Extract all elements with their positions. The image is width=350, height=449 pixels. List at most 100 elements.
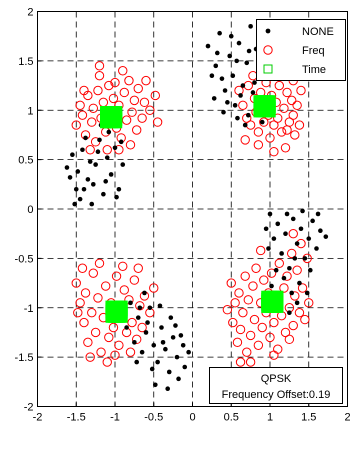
freq-point [118,261,128,271]
none-point [95,149,101,155]
none-point [234,58,239,64]
freq-point [141,75,151,86]
freq-point [304,298,314,308]
freq-point [108,322,119,333]
none-point [236,40,242,46]
freq-point [269,350,279,360]
none-point [215,50,220,56]
freq-point [256,245,266,256]
freq-point [125,347,136,357]
x-tick-label: -0.5 [144,412,163,424]
time-cluster [100,106,123,129]
freq-point [77,110,88,120]
none-point [266,246,271,251]
freq-point [222,305,233,315]
freq-point [234,288,244,298]
freq-point [137,322,147,333]
freq-point [73,307,83,318]
none-point [314,246,319,251]
x-tick-label: -1 [110,412,120,424]
freq-point [127,107,137,117]
none-point [252,80,257,85]
none-point [238,93,243,98]
freq-point [88,268,99,278]
none-point [85,177,91,182]
freq-point [259,275,269,285]
time-cluster [261,290,284,313]
freq-point [228,317,238,328]
none-point [250,90,256,95]
none-point [259,119,265,125]
none-point [142,290,147,296]
none-point [72,201,77,207]
none-point [155,359,160,365]
none-point [283,231,288,236]
none-point [273,267,279,273]
none-point [64,165,70,170]
none-point [91,182,96,187]
none-point [308,267,313,273]
none-point [160,340,166,345]
freq-point [230,298,240,308]
freq-point [282,125,292,135]
freq-point [243,80,254,91]
freq-point [292,100,302,111]
legend-square-icon [263,64,273,74]
none-point [290,216,296,222]
none-point [213,63,219,69]
annotation-frequency-offset: Frequency Offset:0.19 [222,389,331,401]
none-point [165,386,170,392]
freq-point [284,334,295,345]
none-point [271,236,277,241]
freq-point [80,288,91,298]
freq-point [111,271,122,281]
none-point [246,48,252,54]
freq-point [279,283,289,293]
none-point [168,315,174,320]
none-point [205,43,211,49]
none-point [128,300,133,306]
none-point [242,122,248,128]
freq-point [96,347,106,357]
none-point [182,364,188,370]
freq-point [101,281,111,291]
none-point [219,76,225,81]
freq-point [265,332,275,343]
freq-point [133,83,143,94]
none-point [228,33,234,39]
none-point [211,96,217,101]
freq-point [294,307,305,318]
legend-label-freq: Freq [302,45,325,57]
none-point [87,159,93,164]
none-point [97,137,102,143]
none-point [178,333,184,338]
none-point [323,234,329,239]
none-point [106,129,112,135]
none-point [93,162,98,167]
none-point [104,155,110,160]
freq-point [71,278,81,288]
none-point [139,349,145,355]
none-point [318,228,323,234]
freq-point [238,100,248,111]
none-point [297,280,302,286]
freq-point [245,357,256,367]
freq-point [245,120,256,130]
none-point [114,194,119,200]
freq-point [273,344,283,354]
y-tick-label: -0.5 [15,253,34,265]
freq-point [133,263,143,273]
none-point [304,290,310,296]
none-point [230,73,236,78]
freq-point [288,228,298,239]
none-point [151,342,157,348]
freq-point [280,143,291,153]
none-point [70,152,75,157]
freq-point [98,97,109,108]
x-tick-label: 0.5 [224,412,239,424]
freq-point [249,314,260,325]
y-tick-label: 1.5 [18,56,33,68]
freq-point [300,314,310,325]
none-point [275,221,281,227]
freq-point [266,268,277,278]
